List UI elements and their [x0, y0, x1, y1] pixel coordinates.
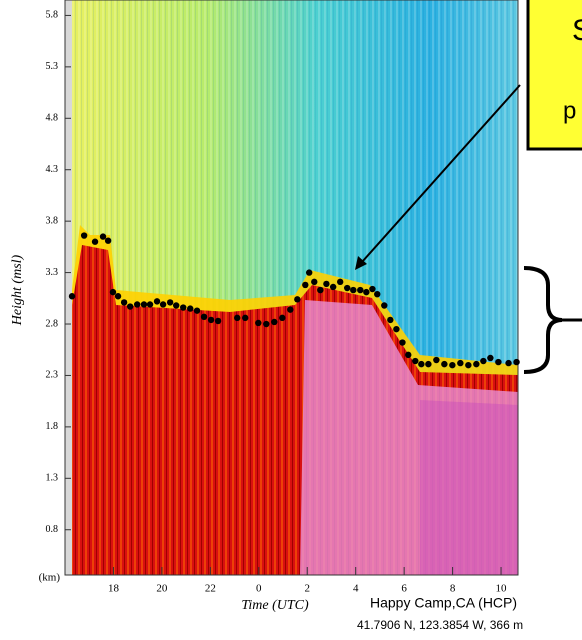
snow-level-dot	[405, 351, 412, 359]
snow-level-dot	[369, 285, 376, 293]
snow-level-dot	[126, 303, 134, 310]
snow-level-dot	[480, 357, 487, 365]
snow-level-dot	[336, 278, 344, 286]
snow-level-dot	[305, 269, 313, 276]
callout-box	[526, 0, 582, 151]
snow-level-dot	[433, 356, 440, 364]
brace	[523, 266, 563, 374]
snow-level-dot	[214, 317, 222, 325]
snow-level-dot	[140, 301, 148, 308]
snow-level-dot	[505, 359, 512, 367]
snow-level-dot	[399, 339, 406, 346]
y-tick-label: 4.3	[46, 164, 59, 175]
snow-level-dot	[465, 361, 472, 369]
snow-level-dot	[329, 283, 337, 291]
snow-level-dot	[91, 238, 99, 245]
y-tick-label: 5.3	[46, 61, 59, 72]
snow-level-dot	[104, 237, 112, 244]
snow-level-dot	[294, 296, 301, 303]
snow-level-dot	[114, 293, 122, 300]
y-tick-label: 2.8	[46, 318, 59, 329]
snow-level-dot	[487, 354, 494, 362]
snow-level-dot	[187, 305, 194, 312]
snow-level-dot	[381, 302, 388, 309]
snow-level-dot	[350, 286, 357, 294]
snow-level-dot	[412, 357, 419, 365]
arrow-line	[361, 84, 521, 263]
x-tick-label: 4	[353, 583, 359, 595]
y-tick-label: 0.8	[46, 524, 59, 535]
snow-level-dot	[80, 232, 88, 239]
snow-level-dot	[279, 314, 286, 322]
snow-level-dot	[242, 314, 249, 322]
snow-level-dot	[317, 286, 324, 294]
location-name: Happy Camp,CA (HCP)	[370, 595, 517, 611]
snow-level-dot	[120, 299, 128, 306]
snow-level-dot	[425, 360, 432, 368]
snow-level-dot	[263, 320, 270, 328]
snow-level-dot	[357, 286, 364, 294]
snow-level-dot	[311, 278, 318, 286]
y-axis-label: Height (msl)	[10, 254, 25, 326]
snow-level-dot	[133, 301, 141, 308]
y-unit: (km)	[39, 572, 61, 584]
snow-level-dot	[457, 359, 464, 367]
snow-level-dot	[287, 306, 294, 313]
snow-level-dot	[473, 360, 480, 368]
snow-level-dot	[207, 316, 215, 324]
snow-level-dot	[363, 288, 370, 296]
snow-level-dot	[180, 304, 187, 311]
x-axis-label: Time (UTC)	[241, 598, 309, 613]
snow-level-dot	[495, 358, 502, 366]
snow-level-dot	[393, 325, 400, 333]
y-tick-label: 1.3	[46, 473, 59, 484]
y-tick-label: 3.3	[46, 267, 59, 278]
y-tick-label: 5.8	[46, 10, 59, 21]
x-tick-label: 22	[205, 583, 216, 595]
snow-level-dot	[200, 313, 208, 321]
snow-level-dot	[449, 361, 456, 369]
snow-level-dot	[68, 293, 76, 300]
snow-level-dot	[344, 284, 351, 292]
radar-image	[65, 0, 518, 575]
snow-level-dot	[302, 281, 309, 289]
snow-level-dot	[146, 301, 154, 308]
snow-level-dot	[99, 233, 107, 240]
plot-frame	[64, 0, 519, 576]
snow-level-dot	[172, 302, 180, 309]
snow-level-dot	[166, 299, 174, 306]
snow-level-dot	[441, 360, 448, 368]
snow-level-dot	[234, 314, 241, 322]
callout-text: S	[572, 14, 582, 47]
x-tick-label: 2	[304, 583, 310, 595]
y-tick-label: 2.3	[46, 370, 59, 381]
y-tick-label: 4.8	[46, 113, 59, 124]
snow-level-dot	[255, 319, 262, 327]
location-coords: 41.7906 N, 123.3854 W, 366 m	[357, 618, 523, 632]
y-tick-label: 1.8	[46, 421, 59, 432]
arrow-head	[355, 256, 367, 270]
snow-level-dot	[153, 298, 161, 305]
snow-level-dot	[323, 280, 330, 288]
snow-level-dot	[193, 307, 201, 314]
snow-level-dot	[418, 360, 425, 368]
x-tick-label: 6	[401, 583, 407, 595]
snow-level-dot	[513, 358, 520, 366]
x-tick-label: 0	[256, 583, 262, 595]
y-tick-label: 3.8	[46, 215, 59, 226]
snow-level-dot	[271, 318, 278, 326]
x-tick-label: 8	[450, 583, 456, 595]
x-tick-label: 20	[156, 583, 168, 595]
snow-level-dot	[374, 290, 381, 298]
x-tick-label: 18	[108, 583, 120, 595]
snow-level-dot	[387, 316, 394, 324]
snow-level-dot	[109, 288, 117, 296]
snow-level-dot	[159, 301, 167, 308]
callout-text: p	[563, 97, 576, 124]
x-tick-label: 10	[496, 583, 508, 595]
